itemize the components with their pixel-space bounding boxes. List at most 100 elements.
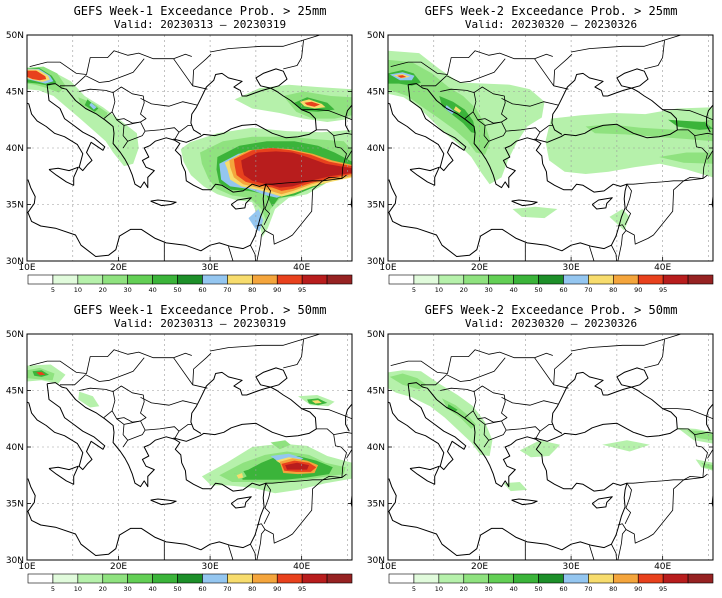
country-border [123, 420, 146, 441]
colorbar-swatch [301, 573, 328, 584]
probability-field [388, 334, 713, 560]
colorbar-label: 90 [273, 286, 281, 294]
colorbar-swatch [662, 274, 689, 285]
colorbar-swatch [177, 274, 203, 285]
probability-contour [27, 70, 47, 81]
colorbar-label: 10 [435, 585, 443, 593]
country-border [553, 53, 573, 86]
country-border [111, 86, 147, 124]
country-border [683, 473, 708, 481]
latitude-label: 30N [6, 257, 24, 267]
country-border [79, 387, 116, 418]
probability-contour [270, 440, 291, 450]
longitude-label: 20E [110, 562, 127, 572]
probability-contour [36, 371, 46, 376]
colorbar-swatch [127, 573, 153, 584]
colorbar: 5 10 20 30 40 50 60 70 80 90 95 [27, 274, 353, 294]
probability-contour [236, 473, 244, 479]
latitude-label: 40N [6, 144, 24, 154]
country-border [250, 230, 266, 261]
latitude-label: 50N [6, 31, 24, 41]
colorbar-swatch [102, 274, 128, 285]
country-border [145, 426, 180, 440]
colorbar-swatch [687, 274, 714, 285]
probability-contour [602, 440, 650, 452]
panel-valid-dates: Valid: 20230313 – 20230319 [114, 18, 286, 31]
colorbar-label: 10 [74, 585, 82, 593]
colorbar-swatch [301, 274, 328, 285]
country-border [322, 434, 347, 481]
probability-field [27, 35, 352, 261]
country-border [390, 50, 553, 75]
colorbar-label: 40 [148, 286, 156, 294]
country-border [589, 246, 595, 261]
longitude-label: 30E [563, 263, 580, 273]
colorbar-label: 80 [609, 286, 617, 294]
country-border [256, 479, 323, 544]
country-border [346, 449, 352, 459]
colorbar-label: 90 [273, 585, 281, 593]
panel-title: GEFS Week-2 Exceedance Prob. > 50mm [425, 303, 678, 317]
colorbar-swatch [637, 573, 664, 584]
panel-valid-dates: Valid: 20230313 – 20230319 [114, 317, 286, 330]
country-border [301, 408, 352, 420]
country-border [60, 357, 145, 386]
colorbar-swatch [127, 274, 153, 285]
country-border [707, 150, 713, 160]
colorbar-swatch [227, 573, 253, 584]
colorbar-label: 50 [173, 585, 181, 593]
latitude-label: 45N [6, 387, 24, 397]
coastline [150, 199, 177, 207]
colorbar-label: 40 [509, 286, 517, 294]
colorbar-swatch [413, 573, 440, 584]
country-border [29, 349, 192, 374]
probability-contour [512, 206, 558, 219]
country-border [116, 418, 129, 448]
probability-contour [447, 404, 458, 412]
country-border [173, 58, 208, 90]
colorbar-swatch [326, 274, 353, 285]
gridlines [388, 35, 713, 261]
colorbar-swatch [388, 573, 415, 584]
colorbar-label: 5 [412, 585, 416, 593]
longitude-label: 40E [654, 263, 671, 273]
country-border [472, 86, 508, 124]
colorbar-swatch [177, 573, 203, 584]
probability-contour [388, 370, 493, 456]
colorbar-swatch [463, 274, 489, 285]
latitude-label: 40N [367, 144, 385, 154]
colorbar-label: 5 [51, 585, 55, 593]
country-border [111, 385, 147, 423]
colorbar-swatch [563, 274, 589, 285]
country-border [506, 426, 541, 440]
coastline [27, 84, 106, 172]
longitude-label: 10E [379, 263, 396, 273]
panel-title: GEFS Week-1 Exceedance Prob. > 50mm [74, 303, 327, 317]
country-border [571, 35, 682, 53]
longitude-label: 30E [202, 263, 219, 273]
coastline [48, 166, 79, 186]
colorbar-label: 60 [198, 585, 206, 593]
colorbar-swatch [513, 573, 539, 584]
colorbar-swatch [488, 274, 514, 285]
country-border [624, 183, 632, 225]
probability-contour [241, 151, 352, 188]
country-border [301, 109, 352, 121]
colorbar-swatch [202, 274, 228, 285]
colorbar-swatch [52, 573, 79, 584]
colorbar-swatch [77, 573, 104, 584]
latitude-label: 35N [6, 500, 24, 510]
coastline [27, 83, 267, 257]
country-border [178, 424, 192, 432]
country-border [421, 357, 506, 386]
probability-contour [453, 106, 462, 113]
colorbar-swatch [438, 573, 465, 584]
country-border [263, 482, 271, 524]
coastline [511, 199, 538, 207]
country-border [178, 125, 192, 133]
colorbar-swatch [326, 573, 353, 584]
colorbar-swatch [662, 573, 689, 584]
colorbar-label: 60 [198, 286, 206, 294]
colorbar-swatch [52, 274, 79, 285]
